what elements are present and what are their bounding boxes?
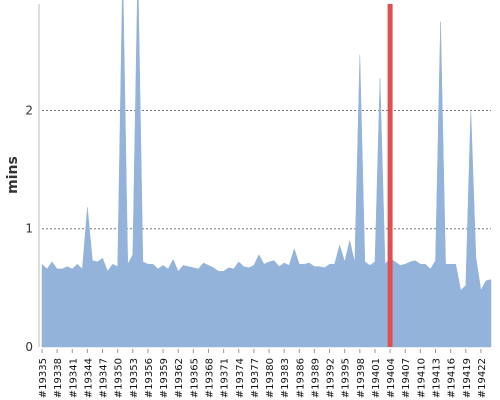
x-tick-label: #19413: [432, 358, 443, 398]
plot-area: 0 1 2 #19335 #19338 #19341 #19344 #19347 #19350…: [25, 0, 492, 398]
x-tick-label: #19374: [235, 358, 246, 398]
x-tick-label: #19356: [144, 358, 155, 398]
y-axis-ticks: 0 1 2: [25, 103, 33, 354]
gridlines: [42, 109, 491, 230]
x-tick-label: #19368: [204, 358, 215, 398]
y-tick-label: 2: [25, 103, 33, 117]
x-axis-ticks: #19335 #19338 #19341 #19344 #19347 #19350 #193…: [38, 349, 488, 398]
x-tick-label: #19389: [310, 358, 321, 398]
x-tick-label: #19347: [99, 358, 110, 398]
x-tick-label: #19407: [401, 358, 412, 398]
x-tick-label: #19359: [159, 358, 170, 398]
series-area: [41, 0, 492, 348]
x-tick-label: #19422: [477, 358, 488, 398]
x-tick-label: #19377: [250, 358, 261, 398]
x-tick-label: #19380: [265, 358, 276, 398]
x-tick-label: #19410: [416, 358, 427, 398]
x-tick-label: #19344: [83, 358, 94, 398]
y-axis-label: mins: [5, 156, 21, 194]
x-tick-label: #19371: [220, 358, 231, 398]
y-tick-label: 1: [25, 222, 33, 236]
x-tick-label: #19392: [326, 358, 337, 398]
x-tick-label: #19365: [189, 358, 200, 398]
x-tick-label: #19404: [386, 358, 397, 398]
x-tick-label: #19338: [53, 358, 64, 398]
x-tick-label: #19398: [356, 358, 367, 398]
x-tick-label: #19362: [174, 358, 185, 398]
x-tick-label: #19350: [114, 358, 125, 398]
x-tick-label: #19335: [38, 358, 49, 398]
x-tick-label: #19383: [280, 358, 291, 398]
x-tick-label: #19401: [371, 358, 382, 398]
x-tick-label: #19353: [129, 358, 140, 398]
x-tick-label: #19341: [68, 358, 79, 398]
x-tick-label: #19416: [447, 358, 458, 398]
x-tick-label: #19386: [295, 358, 306, 398]
x-tick-label: #19395: [341, 358, 352, 398]
x-tick-label: #19419: [462, 358, 473, 398]
y-tick-label: 0: [25, 340, 33, 354]
